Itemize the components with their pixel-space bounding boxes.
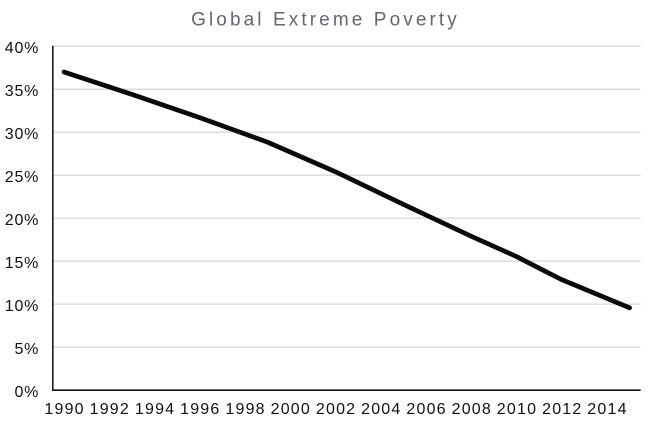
svg-text:0%: 0% (14, 384, 39, 401)
svg-text:1994: 1994 (135, 401, 175, 418)
svg-text:40%: 40% (5, 40, 39, 57)
svg-text:25%: 25% (5, 169, 39, 186)
svg-text:15%: 15% (5, 255, 39, 272)
svg-text:20%: 20% (5, 212, 39, 229)
svg-text:1996: 1996 (180, 401, 220, 418)
svg-text:2004: 2004 (361, 401, 401, 418)
svg-text:1998: 1998 (225, 401, 265, 418)
svg-text:2008: 2008 (452, 401, 492, 418)
svg-text:5%: 5% (14, 341, 39, 358)
svg-text:2010: 2010 (497, 401, 537, 418)
svg-text:10%: 10% (5, 298, 39, 315)
svg-text:2000: 2000 (271, 401, 311, 418)
svg-text:1990: 1990 (44, 401, 84, 418)
svg-text:Global Extreme Poverty: Global Extreme Poverty (191, 9, 460, 30)
svg-text:2012: 2012 (542, 401, 582, 418)
svg-text:2006: 2006 (406, 401, 446, 418)
svg-text:30%: 30% (5, 126, 39, 143)
svg-text:35%: 35% (5, 83, 39, 100)
svg-text:2014: 2014 (587, 401, 627, 418)
svg-text:2002: 2002 (316, 401, 356, 418)
svg-text:1992: 1992 (90, 401, 130, 418)
